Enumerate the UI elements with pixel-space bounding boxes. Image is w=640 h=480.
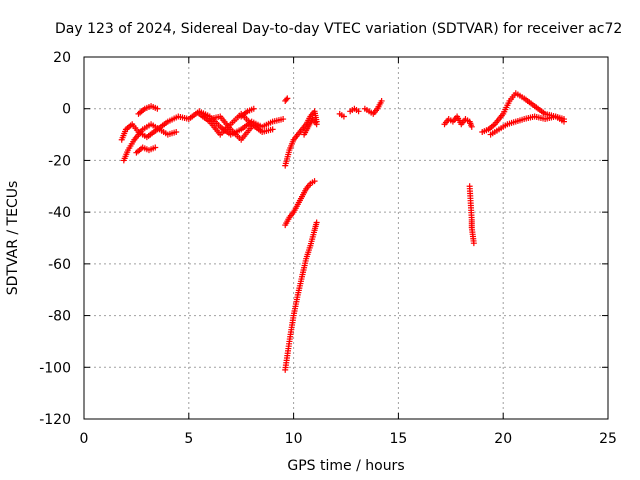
series-spike-9-6	[282, 95, 291, 104]
series-outliers	[466, 183, 477, 247]
series-early-arc-c	[135, 103, 161, 117]
y-tick-label: 20	[53, 50, 71, 66]
series-afternoon-a	[441, 113, 475, 130]
series-late-morning-c	[361, 97, 385, 117]
x-tick-labels: 0 5 10 15 20 25	[80, 431, 617, 447]
data-point	[378, 97, 385, 104]
y-tick-label: -80	[48, 309, 71, 325]
series-recovery-arc	[282, 108, 320, 169]
chart-title: Day 123 of 2024, Sidereal Day-to-day VTE…	[55, 21, 622, 37]
data-point	[283, 96, 290, 103]
axis-ticks	[83, 56, 609, 420]
data-point	[269, 126, 276, 133]
data-point	[311, 178, 318, 185]
gridlines	[84, 57, 608, 419]
plot-frame	[83, 56, 609, 420]
series-evening-a	[479, 90, 567, 135]
y-tick-label: -40	[48, 205, 71, 221]
series-evening-b	[487, 113, 567, 138]
x-axis-label: GPS time / hours	[287, 458, 404, 474]
data-point	[280, 116, 287, 123]
data-point	[313, 219, 320, 226]
x-tick-label: 25	[599, 431, 617, 447]
series-late-morning-a	[336, 110, 347, 120]
data-point	[468, 123, 475, 130]
y-tick-labels: 20 0 -20 -40 -60 -80 -100 -120	[39, 50, 71, 428]
series-late-morning-b	[347, 105, 362, 115]
y-tick-label: -60	[48, 257, 71, 273]
x-tick-label: 15	[389, 431, 407, 447]
x-tick-label: 5	[184, 431, 193, 447]
series-mid-arc-b	[206, 113, 255, 143]
y-tick-label: -120	[39, 412, 71, 428]
data-marks	[118, 90, 567, 373]
data-point	[470, 240, 477, 247]
y-axis-label: SDTVAR / TECUs	[5, 181, 21, 296]
series-early-arc-b	[120, 121, 180, 164]
series-early-arc-a	[118, 108, 287, 143]
x-tick-label: 10	[285, 431, 303, 447]
x-tick-label: 0	[80, 431, 89, 447]
y-tick-label: -100	[39, 360, 71, 376]
data-point	[250, 105, 257, 112]
data-point	[154, 105, 161, 112]
data-point	[152, 144, 159, 151]
series-early-arc-d	[133, 144, 159, 156]
data-point	[340, 113, 347, 120]
data-point	[248, 123, 255, 130]
data-point	[355, 108, 362, 115]
y-tick-label: 0	[62, 102, 71, 118]
series-dip-b	[282, 219, 320, 373]
series-recovery-arc-b	[301, 116, 320, 138]
data-point	[560, 116, 567, 123]
data-point	[313, 121, 320, 128]
series-dip-a	[282, 178, 318, 229]
data-point	[284, 95, 291, 102]
series-mid-arc-c	[238, 105, 257, 120]
y-tick-label: -20	[48, 153, 71, 169]
x-tick-label: 20	[494, 431, 512, 447]
data-point	[173, 128, 180, 135]
